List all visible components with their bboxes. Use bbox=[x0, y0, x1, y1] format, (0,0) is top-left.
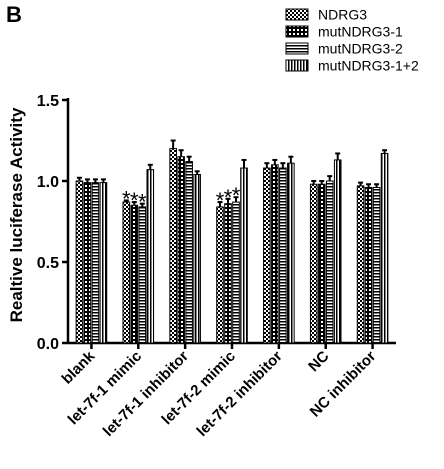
bar bbox=[177, 156, 185, 344]
x-tick-label: let-7f-1 inhibitor bbox=[100, 348, 192, 440]
bar bbox=[91, 182, 100, 344]
bar bbox=[138, 206, 147, 344]
x-tick-label: let-7f-2 inhibitor bbox=[194, 348, 286, 440]
y-tick-label: 1.5 bbox=[37, 93, 59, 110]
significance-marker: * bbox=[216, 188, 225, 213]
x-tick-label: NC bbox=[305, 348, 332, 375]
bar bbox=[99, 182, 108, 344]
bar bbox=[122, 201, 131, 344]
y-axis-label: Realtive luciferase Activity bbox=[7, 107, 26, 322]
bar bbox=[364, 186, 373, 344]
y-tick-label: 0.5 bbox=[37, 255, 59, 272]
bar bbox=[325, 180, 334, 344]
bar bbox=[333, 159, 342, 344]
significance-marker: * bbox=[130, 188, 139, 213]
legend-label: mutNDRG3-1+2 bbox=[318, 58, 419, 74]
bar bbox=[193, 174, 201, 344]
bar bbox=[372, 186, 381, 344]
significance-marker: * bbox=[138, 190, 147, 215]
y-tick-label: 0.0 bbox=[37, 336, 59, 353]
bar bbox=[146, 169, 155, 344]
bar bbox=[185, 161, 193, 344]
bar bbox=[83, 182, 92, 344]
bar bbox=[240, 167, 248, 344]
legend-label: NDRG3 bbox=[318, 7, 367, 23]
bar bbox=[380, 152, 389, 344]
y-tick-label: 1.0 bbox=[37, 174, 59, 191]
bar bbox=[130, 204, 139, 344]
bars: * * * * * * bbox=[75, 139, 389, 344]
legend-swatch bbox=[285, 42, 309, 55]
x-tick-label: blank bbox=[59, 347, 99, 387]
bar bbox=[263, 167, 271, 344]
bar bbox=[356, 185, 365, 344]
legend-label: mutNDRG3-1 bbox=[318, 24, 403, 40]
legend-label: mutNDRG3-2 bbox=[318, 41, 403, 57]
bar bbox=[75, 180, 84, 344]
bar bbox=[287, 162, 295, 344]
bar bbox=[309, 183, 318, 344]
panel-label: B bbox=[6, 2, 22, 27]
legend-swatch bbox=[285, 25, 309, 38]
legend-swatch bbox=[285, 8, 309, 21]
significance-marker: * bbox=[232, 183, 241, 208]
significance-marker: * bbox=[122, 186, 131, 211]
bar bbox=[216, 206, 224, 344]
bar bbox=[232, 201, 240, 344]
bar bbox=[279, 167, 287, 344]
bar bbox=[224, 203, 232, 344]
legend-swatch bbox=[285, 59, 309, 72]
bar bbox=[271, 164, 279, 344]
significance-marker: * bbox=[224, 185, 233, 210]
bar bbox=[169, 148, 177, 344]
bar bbox=[317, 183, 326, 344]
